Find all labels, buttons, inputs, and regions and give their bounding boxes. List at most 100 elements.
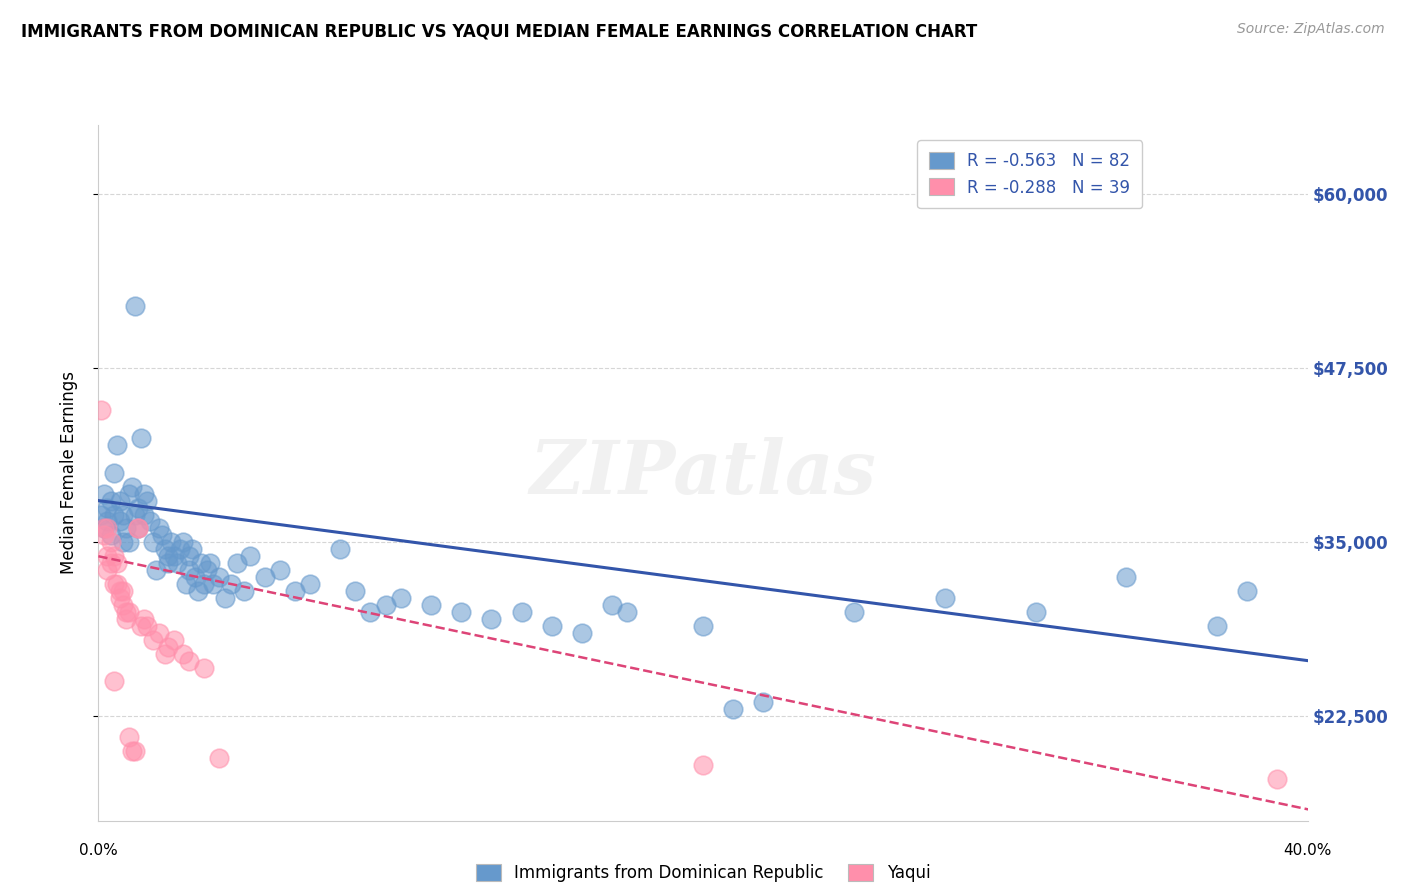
Point (232, 584, 254, 599)
Point (187, 584, 209, 599)
Point (184, 570, 207, 584)
Point (329, 542, 352, 557)
Point (360, 605, 382, 619)
Point (179, 549, 201, 564)
Point (156, 549, 179, 564)
Point (299, 577, 322, 591)
Point (121, 744, 143, 758)
Point (344, 584, 367, 599)
Y-axis label: Median Female Earnings: Median Female Earnings (59, 371, 77, 574)
Point (284, 584, 307, 599)
Point (129, 619, 152, 633)
Point (1115, 570, 1137, 584)
Point (103, 466, 125, 480)
Point (214, 591, 236, 605)
Point (96, 563, 118, 577)
Point (124, 299, 146, 313)
Point (193, 577, 215, 591)
Point (169, 542, 191, 557)
Point (174, 577, 197, 591)
Point (239, 549, 262, 564)
Point (163, 632, 186, 647)
Point (103, 577, 125, 591)
Point (127, 521, 149, 535)
Text: Source: ZipAtlas.com: Source: ZipAtlas.com (1237, 22, 1385, 37)
Text: 0.0%: 0.0% (79, 843, 118, 858)
Text: IMMIGRANTS FROM DOMINICAN REPUBLIC VS YAQUI MEDIAN FEMALE EARNINGS CORRELATION C: IMMIGRANTS FROM DOMINICAN REPUBLIC VS YA… (21, 22, 977, 40)
Point (135, 619, 157, 633)
Point (111, 584, 134, 599)
Point (389, 591, 412, 605)
Point (692, 758, 714, 772)
Point (100, 556, 122, 570)
Point (93, 486, 115, 500)
Point (374, 598, 396, 612)
Point (108, 591, 131, 605)
Point (108, 493, 131, 508)
Point (221, 577, 243, 591)
Point (179, 563, 201, 577)
Point (253, 570, 276, 584)
Point (124, 744, 146, 758)
Point (450, 605, 472, 619)
Point (1206, 619, 1229, 633)
Point (108, 515, 131, 529)
Point (93, 521, 115, 535)
Point (118, 535, 141, 549)
Point (111, 598, 134, 612)
Point (510, 605, 533, 619)
Point (481, 612, 503, 626)
Point (93, 521, 115, 535)
Point (156, 556, 179, 570)
Point (129, 431, 152, 445)
Point (100, 535, 122, 549)
Point (190, 556, 212, 570)
Point (156, 640, 179, 654)
Point (202, 577, 225, 591)
Point (172, 535, 194, 549)
Point (105, 556, 128, 570)
Point (132, 508, 155, 522)
Point (105, 577, 128, 591)
Point (200, 556, 222, 570)
Point (127, 521, 149, 535)
Point (103, 674, 125, 689)
Point (127, 521, 149, 535)
Point (90, 508, 112, 522)
Point (226, 556, 249, 570)
Point (90, 403, 112, 417)
Point (1267, 772, 1289, 786)
Point (148, 521, 170, 535)
Point (114, 521, 136, 535)
Point (96, 515, 118, 529)
Point (108, 584, 131, 599)
Point (142, 535, 165, 549)
Text: 40.0%: 40.0% (1284, 843, 1331, 858)
Point (96, 521, 118, 535)
Point (132, 612, 155, 626)
Point (124, 508, 146, 522)
Point (111, 508, 134, 522)
Point (100, 528, 122, 542)
Point (181, 542, 204, 557)
Point (208, 751, 231, 765)
Point (114, 605, 136, 619)
Point (111, 535, 134, 549)
Point (103, 508, 125, 522)
Point (153, 542, 176, 557)
Point (172, 647, 194, 661)
Point (139, 515, 162, 529)
Point (208, 570, 231, 584)
Point (193, 660, 215, 674)
Point (1236, 584, 1258, 599)
Point (752, 695, 775, 709)
Point (153, 647, 176, 661)
Point (179, 654, 201, 668)
Point (96, 549, 118, 564)
Point (118, 730, 141, 744)
Point (616, 605, 638, 619)
Point (148, 625, 170, 640)
Point (844, 605, 866, 619)
Point (105, 438, 128, 452)
Text: ZIPatlas: ZIPatlas (530, 436, 876, 509)
